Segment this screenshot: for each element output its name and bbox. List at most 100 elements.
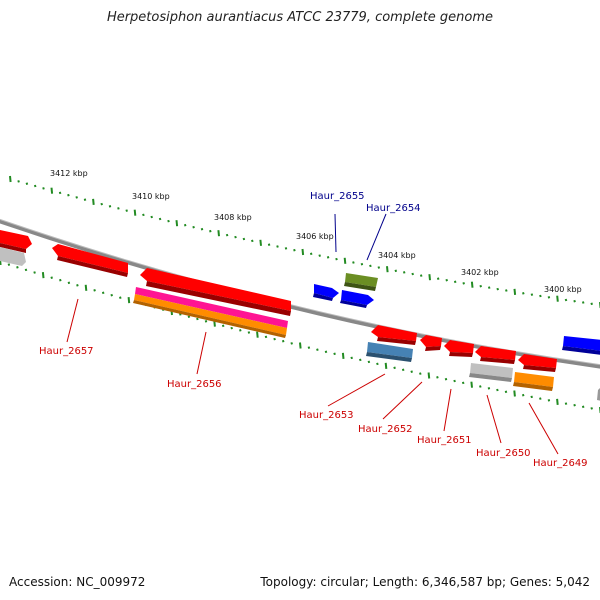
gene-arrow[interactable] [134, 294, 287, 335]
scale-label: 3408 kbp [214, 213, 252, 222]
major-tick [343, 257, 347, 264]
major-tick [556, 295, 559, 302]
gene-arrow [146, 281, 291, 316]
gene-arrow[interactable] [470, 363, 513, 378]
minor-tick [530, 293, 534, 296]
minor-tick [183, 223, 187, 227]
gene-label[interactable]: Haur_2654 [366, 203, 421, 214]
major-tick [50, 187, 54, 194]
gene-arrow[interactable] [597, 386, 600, 401]
major-tick [175, 220, 179, 227]
gene-arrow[interactable] [514, 372, 554, 387]
minor-tick [350, 356, 353, 360]
major-tick [9, 175, 12, 183]
topology-text: Topology: circular; Length: 6,346,587 bp… [260, 575, 590, 589]
gene-label[interactable]: Haur_2653 [299, 410, 354, 421]
minor-tick [307, 346, 311, 349]
minor-tick [25, 182, 29, 185]
minor-tick [83, 198, 87, 201]
minor-tick [496, 388, 499, 392]
minor-tick [444, 377, 448, 381]
gene-arrow[interactable] [371, 325, 417, 341]
minor-tick [487, 286, 491, 289]
gene-label[interactable]: Haur_2651 [417, 435, 472, 446]
minor-tick [76, 284, 79, 287]
gene-arrow [562, 346, 600, 355]
outer-scale-ticks [9, 175, 600, 309]
gene-arrow[interactable] [52, 244, 128, 273]
minor-tick [276, 245, 279, 248]
minor-tick [284, 247, 288, 250]
gene-arrow [425, 346, 441, 351]
minor-tick [204, 320, 208, 323]
minor-tick [234, 235, 237, 239]
reverse-genes [133, 287, 600, 401]
gene-arrow[interactable] [475, 346, 516, 360]
gene-label[interactable]: Haur_2655 [310, 191, 365, 202]
minor-tick [367, 360, 371, 364]
major-tick [384, 362, 388, 369]
leader-line [528, 402, 559, 455]
minor-tick [119, 296, 122, 299]
gene-arrow [469, 373, 512, 382]
gene-arrow[interactable] [444, 340, 474, 353]
minor-tick [108, 205, 112, 208]
gene-arrow[interactable] [135, 287, 288, 328]
gene-arrow [523, 365, 556, 372]
gene-arrow[interactable] [518, 354, 557, 368]
minor-tick [273, 337, 276, 341]
minor-tick [59, 278, 62, 282]
minor-tick [590, 407, 593, 410]
gene-arrow[interactable] [367, 342, 413, 358]
minor-tick [230, 326, 233, 330]
gene-label[interactable]: Haur_2650 [476, 448, 531, 459]
gene-arrow[interactable] [0, 230, 32, 249]
minor-tick [479, 385, 482, 388]
minor-tick [16, 266, 19, 269]
leader-line [334, 213, 337, 253]
minor-tick [309, 252, 313, 256]
major-tick [299, 342, 302, 349]
gene-arrow[interactable] [0, 247, 26, 266]
minor-tick [110, 293, 113, 297]
gene-arrow [449, 352, 473, 357]
gene-arrow[interactable] [140, 268, 291, 311]
minor-tick [192, 225, 195, 229]
gene-arrow[interactable] [420, 335, 442, 347]
minor-tick [316, 348, 319, 351]
gene-label[interactable]: Haur_2657 [39, 346, 94, 357]
gene-arrow [513, 382, 553, 391]
minor-tick [200, 227, 204, 231]
gene-arrow[interactable] [563, 336, 600, 351]
label-leader-lines [66, 213, 559, 455]
minor-tick [573, 299, 576, 303]
gene-label[interactable]: Haur_2652 [358, 424, 413, 435]
minor-tick [67, 281, 71, 285]
genome-backbone-highlight [0, 218, 600, 366]
gene-arrow[interactable] [314, 284, 339, 298]
major-tick [127, 297, 131, 304]
minor-tick [17, 180, 20, 183]
minor-tick [505, 289, 508, 292]
minor-tick [487, 387, 491, 390]
minor-tick [581, 301, 585, 304]
gene-arrow [313, 293, 333, 301]
minor-tick [318, 254, 321, 257]
minor-tick [564, 402, 568, 405]
gene-label[interactable]: Haur_2649 [533, 458, 588, 469]
gene-arrow [57, 256, 128, 277]
minor-tick [564, 298, 568, 302]
minor-tick [411, 272, 414, 276]
minor-tick [7, 263, 11, 266]
major-tick [470, 281, 474, 288]
minor-tick [369, 264, 372, 268]
minor-tick [360, 262, 364, 266]
minor-tick [333, 352, 336, 356]
gene-label[interactable]: Haur_2656 [167, 379, 222, 390]
minor-tick [24, 268, 28, 272]
gene-arrow[interactable] [341, 290, 374, 305]
minor-tick [539, 294, 542, 298]
minor-tick [33, 184, 37, 188]
gene-arrow[interactable] [345, 273, 378, 287]
minor-tick [158, 217, 162, 221]
